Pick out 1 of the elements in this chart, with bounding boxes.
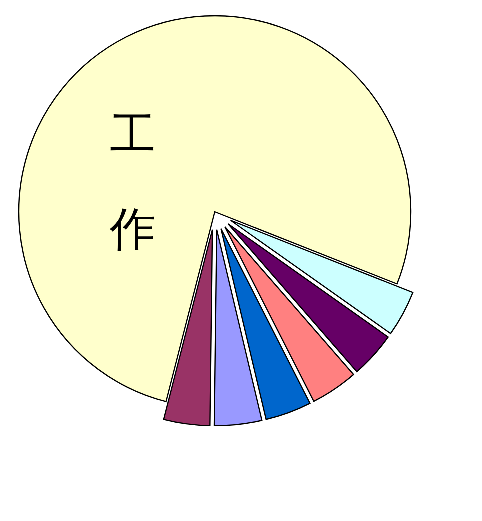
slice-label: 工作 [109, 107, 156, 256]
